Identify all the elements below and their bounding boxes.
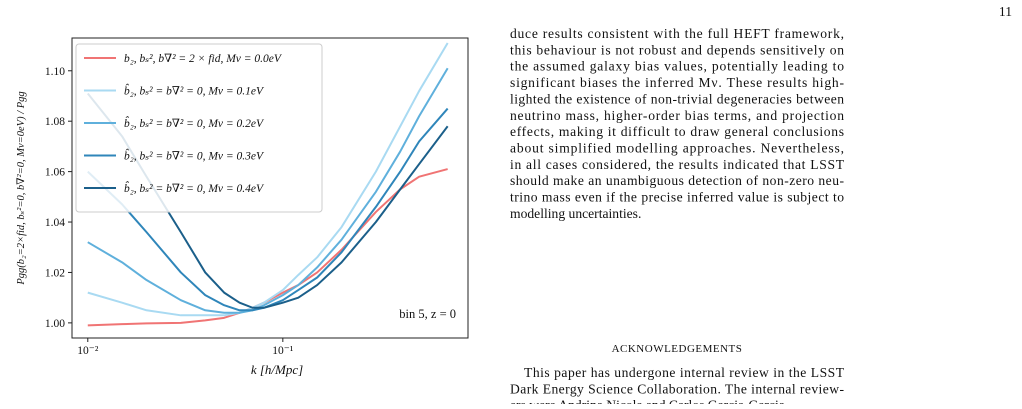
body-text-line: effects, making it difficult to draw gen… <box>510 124 844 139</box>
series-line <box>87 67 449 314</box>
body-text-line: modelling uncertainties. <box>510 206 641 221</box>
plot-frame <box>71 37 469 339</box>
body-text-line: trino mass even if the precise inferred … <box>510 190 844 205</box>
y-axis-label: Pgg(b₂=2×fid, bₛ²=0, b∇²=0, Mν=0eV) / Pg… <box>16 91 27 285</box>
body-text-line: in all cases considered, the results ind… <box>510 157 845 172</box>
section-heading: ACKNOWLEDGEMENTS <box>612 343 743 355</box>
legend-label: b̂₂, bₛ² = b∇² = 0, Mν = 0.3eV <box>124 148 265 162</box>
body-text-line: duce results consistent with the full HE… <box>510 26 844 41</box>
legend-label: b₂, bₛ², b∇² = 2 × fid, Mν = 0.0eV <box>124 53 283 65</box>
body-text-line: significant biases the inferred Mν. Thes… <box>510 75 844 90</box>
series-line <box>86 92 449 309</box>
body-text-line: ers were Andrina Nicola and Carlos Garci… <box>510 398 788 404</box>
body-text-line: about simplified modelling approaches. N… <box>510 140 844 155</box>
y-tick-label: 1.00 <box>45 318 65 330</box>
legend-box <box>75 43 323 213</box>
body-text-line: should make an unambiguous detection of … <box>510 173 844 188</box>
y-tick-label: 1.02 <box>45 267 65 279</box>
x-tick-label: 10⁻² <box>77 345 99 357</box>
page-number: 11 <box>999 4 1012 19</box>
body-text-line: the assumed galaxy bias values, potentia… <box>510 59 844 74</box>
legend-label: b̂₂, bₛ² = b∇² = 0, Mν = 0.4eV <box>124 181 265 195</box>
y-tick-label: 1.06 <box>45 167 65 179</box>
body-text-line: lighted the existence of non-trivial deg… <box>510 91 844 106</box>
body-text-line: this behaviour is not robust and depends… <box>510 42 844 57</box>
legend-label: b̂₂, bₛ² = b∇² = 0, Mν = 0.2eV <box>124 116 265 130</box>
x-axis-label: k [h/Mpc] <box>251 362 303 377</box>
y-tick-label: 1.10 <box>45 66 65 78</box>
annotation: bin 5, z = 0 <box>399 307 456 321</box>
body-text-line: Dark Energy Science Collaboration. The i… <box>510 381 844 396</box>
y-tick-label: 1.04 <box>45 217 65 229</box>
body-text-line: This paper has undergone internal review… <box>524 365 845 380</box>
series-line <box>87 42 449 317</box>
legend-label: b̂₂, bₛ² = b∇² = 0, Mν = 0.1eV <box>124 83 265 97</box>
x-tick-label: 10⁻¹ <box>272 345 294 357</box>
body-text-line: neutrino mass, higher-order bias terms, … <box>510 108 844 123</box>
y-tick-label: 1.08 <box>45 116 65 128</box>
